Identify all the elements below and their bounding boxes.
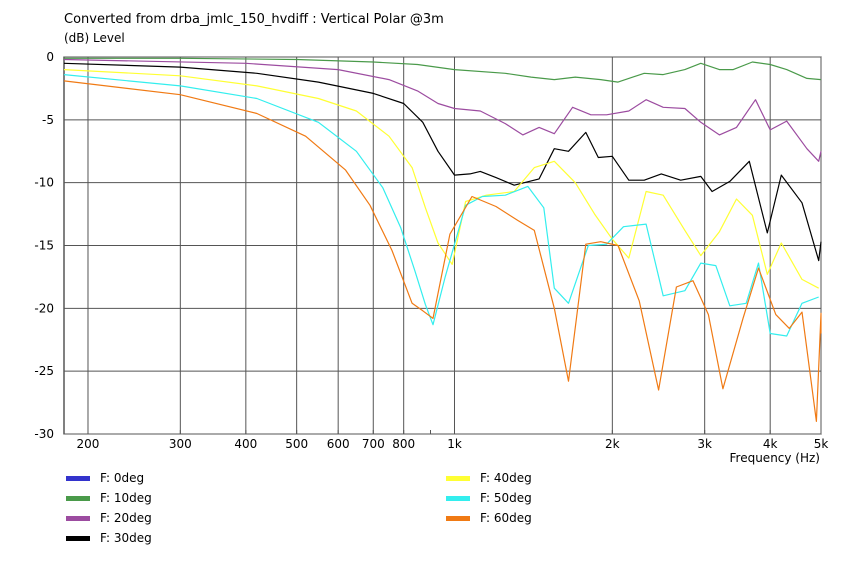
y-tick-label: -15 — [34, 239, 54, 253]
legend-label: F: 40deg — [480, 471, 532, 485]
x-tick-label: 2k — [605, 437, 620, 451]
x-tick-label: 800 — [392, 437, 415, 451]
x-tick-label: 500 — [285, 437, 308, 451]
x-tick-label: 5k — [814, 437, 829, 451]
legend-swatch — [446, 476, 470, 481]
series-line-4 — [63, 69, 819, 289]
y-tick-label: -5 — [42, 113, 54, 127]
grid-lines — [63, 56, 822, 435]
series-line-2 — [63, 58, 822, 162]
legend-label: F: 20deg — [100, 511, 152, 525]
y-tick-labels: 0 -5 -10 -15 -20 -25 -30 — [34, 50, 54, 441]
y-tick-label: -20 — [34, 301, 54, 315]
legend-swatch — [66, 536, 90, 541]
legend-label: F: 30deg — [100, 531, 152, 545]
chart-title: Converted from drba_jmlc_150_hvdiff : Ve… — [64, 12, 444, 27]
legend-swatch — [66, 516, 90, 521]
legend-label: F: 50deg — [480, 491, 532, 505]
x-axis-label: Frequency (Hz) — [730, 451, 821, 465]
legend-swatch — [66, 476, 90, 481]
series-line-6 — [63, 80, 822, 422]
legend-swatch — [66, 496, 90, 501]
x-tick-label: 700 — [362, 437, 385, 451]
legend-swatch — [446, 516, 470, 521]
legend-label: F: 0deg — [100, 471, 145, 485]
series-layer — [63, 57, 822, 422]
x-tick-label: 300 — [169, 437, 192, 451]
legend-label: F: 10deg — [100, 491, 152, 505]
legend-swatch — [446, 496, 470, 501]
x-tick-labels: 200 300 400 500 600 700 800 1k 2k 3k 4k 5k — [77, 437, 829, 451]
y-tick-label: -25 — [34, 364, 54, 378]
x-tick-label: 400 — [234, 437, 257, 451]
x-tick-label: 3k — [697, 437, 712, 451]
y-tick-label: -30 — [34, 427, 54, 441]
series-line-3 — [63, 62, 822, 262]
y-axis-label: (dB) Level — [64, 31, 125, 45]
series-line-5 — [63, 74, 819, 337]
x-tick-label: 1k — [447, 437, 462, 451]
x-tick-label: 4k — [763, 437, 778, 451]
x-tick-label: 600 — [327, 437, 350, 451]
series-line-1 — [64, 57, 822, 83]
y-tick-label: 0 — [46, 50, 54, 64]
legend-label: F: 60deg — [480, 511, 532, 525]
x-tick-label: 200 — [77, 437, 100, 451]
y-tick-label: -10 — [34, 176, 54, 190]
